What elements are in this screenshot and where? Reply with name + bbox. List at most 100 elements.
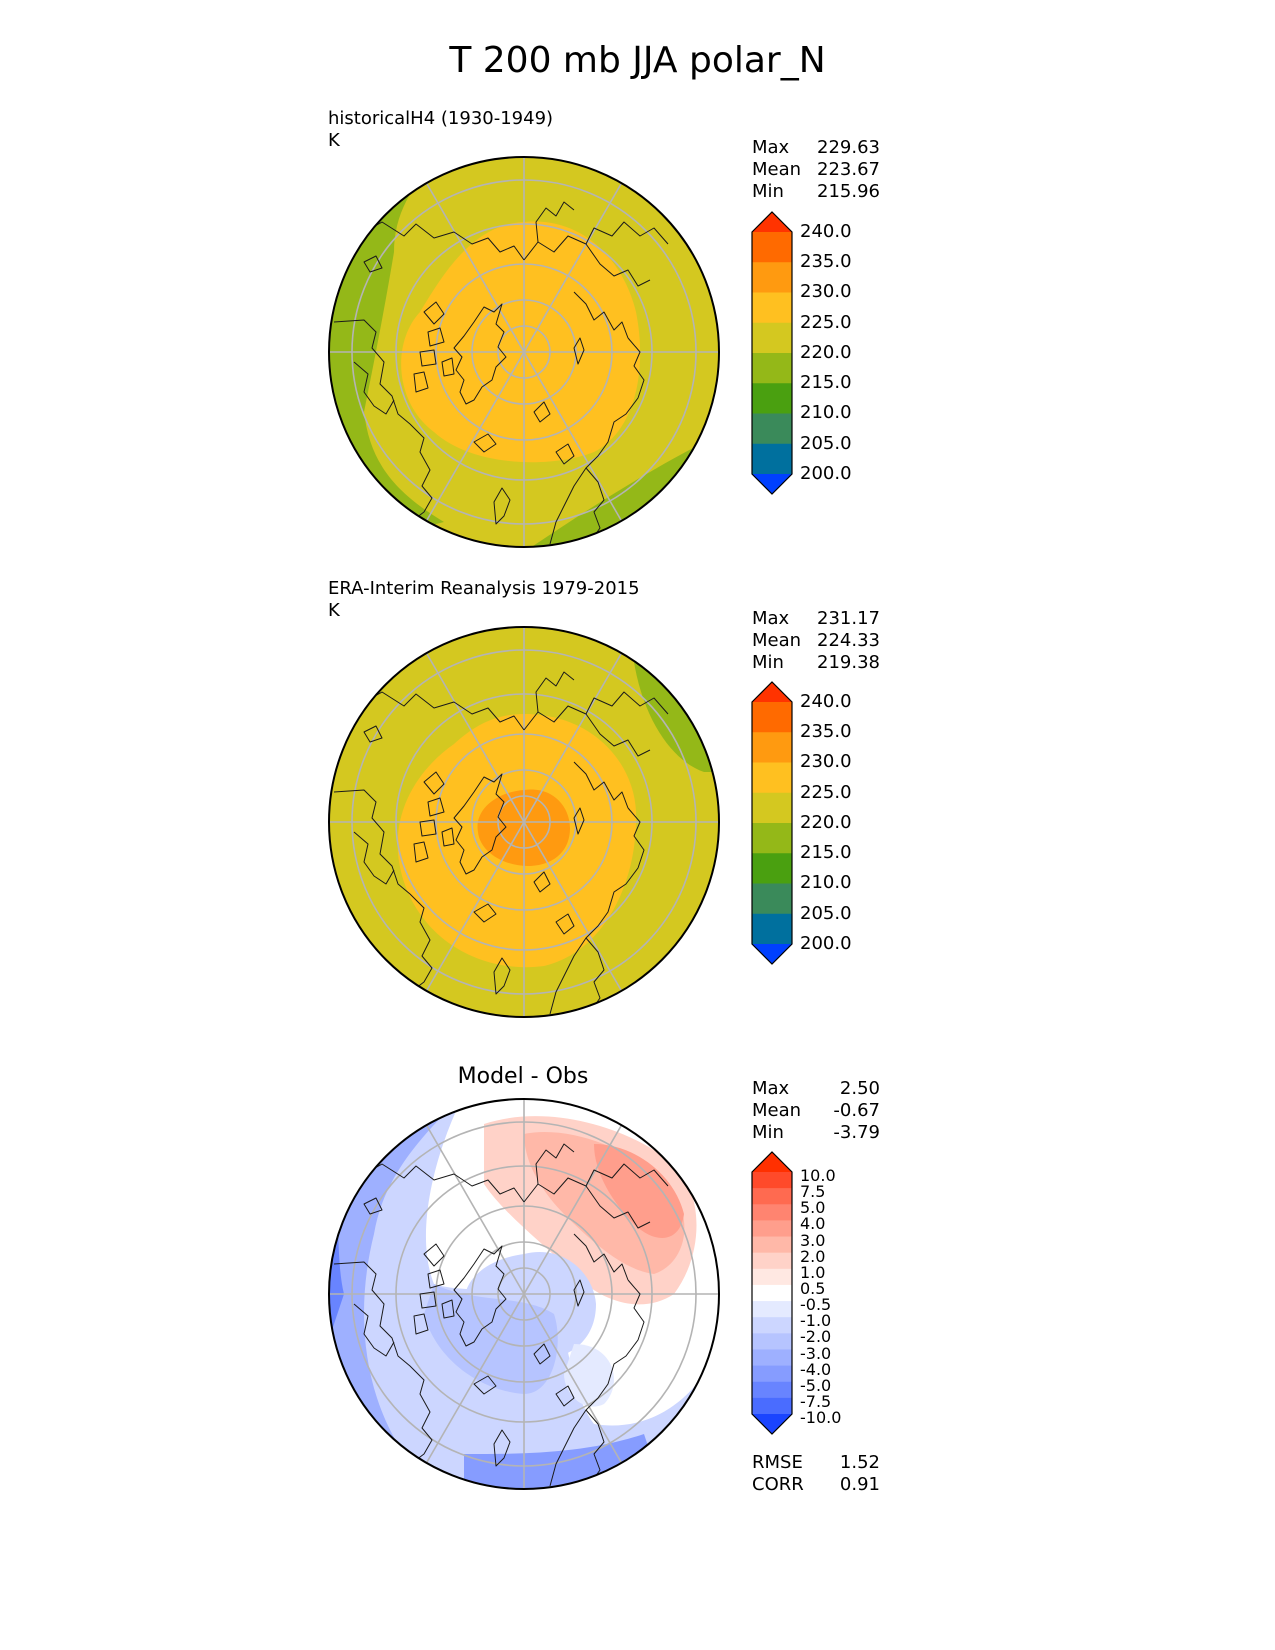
colorbar-tick-label: 1.0 bbox=[800, 1262, 826, 1282]
panel-2-stat-label: Mean bbox=[752, 630, 802, 651]
coastline bbox=[363, 1163, 525, 1203]
colorbar-swatch bbox=[752, 1301, 792, 1318]
panel-3-stats: Max 2.50 Mean -0.67 Min -3.79 bbox=[752, 1078, 880, 1144]
colorbar-swatch bbox=[752, 1317, 792, 1334]
colorbar-swatch bbox=[752, 292, 792, 324]
coastline bbox=[535, 671, 575, 713]
colorbar-swatch bbox=[752, 1236, 792, 1254]
colorbar-tick-label: 235.0 bbox=[800, 721, 852, 743]
panel-3-title: Model - Obs bbox=[457, 1064, 589, 1089]
coastline bbox=[353, 361, 395, 415]
colorbar-swatch bbox=[752, 1284, 792, 1302]
panel-2-title: ERA-Interim Reanalysis 1979-2015 K bbox=[328, 578, 640, 622]
colorbar-swatch bbox=[752, 383, 792, 414]
coastline bbox=[453, 773, 507, 875]
colorbar-tick-label: 225.0 bbox=[800, 781, 852, 803]
panel-2-title-line1: ERA-Interim Reanalysis 1979-2015 bbox=[328, 578, 640, 599]
panel-3-stat-label: Mean bbox=[752, 1100, 802, 1121]
coastline bbox=[585, 467, 605, 543]
graticule bbox=[329, 627, 719, 1017]
colorbar-tick-label: -4.0 bbox=[800, 1359, 832, 1379]
graticule bbox=[329, 1099, 719, 1489]
panel-1-stat-label: Mean bbox=[752, 159, 802, 180]
colorbar-swatch bbox=[752, 883, 792, 915]
colorbar-swatch bbox=[752, 1204, 792, 1221]
colorbar-swatch bbox=[752, 1188, 792, 1205]
colorbar-tick-label: 230.0 bbox=[800, 281, 852, 303]
coastline bbox=[473, 1375, 497, 1395]
panel-3-stat-value: -3.79 bbox=[833, 1122, 880, 1143]
colorbar-tick-label: 0.5 bbox=[800, 1279, 826, 1298]
colorbar-swatch bbox=[752, 1349, 792, 1367]
coastlines bbox=[333, 1143, 669, 1487]
panel-3-stat-label: Min bbox=[752, 1122, 784, 1143]
coastline bbox=[473, 903, 497, 923]
panel-1-stat-label: Max bbox=[752, 137, 790, 158]
colorbar-swatch bbox=[752, 1397, 792, 1415]
coastline bbox=[523, 691, 669, 731]
panel-2-colorbar bbox=[751, 681, 793, 965]
map-boundary bbox=[328, 1098, 720, 1490]
coastline bbox=[353, 1303, 395, 1357]
coastline bbox=[555, 443, 575, 465]
colorbar-extend-top bbox=[752, 682, 792, 702]
colorbar-swatch bbox=[752, 1172, 792, 1189]
corr-label: CORR bbox=[752, 1474, 804, 1495]
coastline bbox=[363, 1197, 383, 1215]
colorbar-tick-label: 220.0 bbox=[800, 341, 852, 363]
coastline bbox=[549, 337, 645, 545]
panel-3-polar-map bbox=[328, 1098, 720, 1490]
coastline bbox=[555, 913, 575, 935]
colorbar-outline bbox=[751, 681, 793, 965]
colorbar-swatch bbox=[752, 1333, 792, 1350]
colorbar-tick-label: 200.0 bbox=[800, 462, 852, 484]
coastline bbox=[333, 1261, 433, 1467]
colorbar-swatch bbox=[752, 823, 792, 854]
warm-anomaly-strong bbox=[594, 1144, 684, 1238]
colorbar-extend-bottom bbox=[752, 944, 792, 964]
colorbar-tick-label: -7.5 bbox=[800, 1391, 832, 1411]
colorbar-tick-label: 2.0 bbox=[800, 1246, 826, 1266]
panel-1-title: historicalH4 (1930-1949) K bbox=[328, 108, 553, 152]
colorbar-swatch bbox=[752, 413, 792, 445]
colorbar-tick-label: 7.5 bbox=[800, 1182, 826, 1202]
colorbar-tick-label: 240.0 bbox=[800, 220, 852, 242]
coastline bbox=[493, 957, 511, 995]
coastline bbox=[523, 1163, 669, 1203]
colorbar-tick-label: 200.0 bbox=[800, 932, 852, 954]
colorbar-tick-label: 215.0 bbox=[800, 372, 852, 394]
colorbar-tick-label: -2.0 bbox=[800, 1327, 832, 1347]
panel-2-stat-label: Min bbox=[752, 652, 784, 673]
coastline bbox=[573, 337, 585, 365]
coastline bbox=[573, 761, 629, 809]
colorbar-tick-label: -0.5 bbox=[800, 1295, 832, 1315]
coastlines bbox=[333, 671, 669, 1015]
colorbar-tick-label: 210.0 bbox=[800, 872, 852, 894]
colorbar-extend-top bbox=[752, 1152, 792, 1172]
colorbar-tick-label: 210.0 bbox=[800, 402, 852, 424]
coastline bbox=[413, 771, 455, 863]
coastline bbox=[555, 1385, 575, 1407]
colorbar-swatch bbox=[752, 262, 792, 293]
colorbar-tick-label: 240.0 bbox=[800, 690, 852, 712]
colorbar-extend-bottom bbox=[752, 474, 792, 494]
panel-3-stat-label: Max bbox=[752, 1078, 790, 1099]
coastline bbox=[353, 831, 395, 885]
panel-2-stat-label: Max bbox=[752, 608, 790, 629]
colorbar-swatch bbox=[752, 1252, 792, 1270]
rmse-value: 1.52 bbox=[839, 1452, 880, 1473]
colorbar-swatch bbox=[752, 232, 792, 263]
coastline bbox=[535, 1143, 575, 1185]
colorbar-outline bbox=[751, 211, 793, 495]
panel-3-stat-value: 2.50 bbox=[839, 1078, 880, 1099]
panel-2-stat-value: 219.38 bbox=[817, 652, 880, 673]
coastline bbox=[573, 807, 585, 835]
panel-3-footer-stats: RMSE 1.52 CORR 0.91 bbox=[752, 1452, 880, 1496]
map-boundary bbox=[328, 626, 720, 1018]
coastline bbox=[363, 255, 383, 273]
colorbar-tick-label: 3.0 bbox=[800, 1230, 826, 1250]
colorbar-swatch bbox=[752, 1220, 792, 1238]
colorbar-tick-label: -5.0 bbox=[800, 1375, 832, 1395]
panel-1-stat-value: 223.67 bbox=[817, 159, 880, 180]
colorbar-outline bbox=[751, 1151, 793, 1435]
